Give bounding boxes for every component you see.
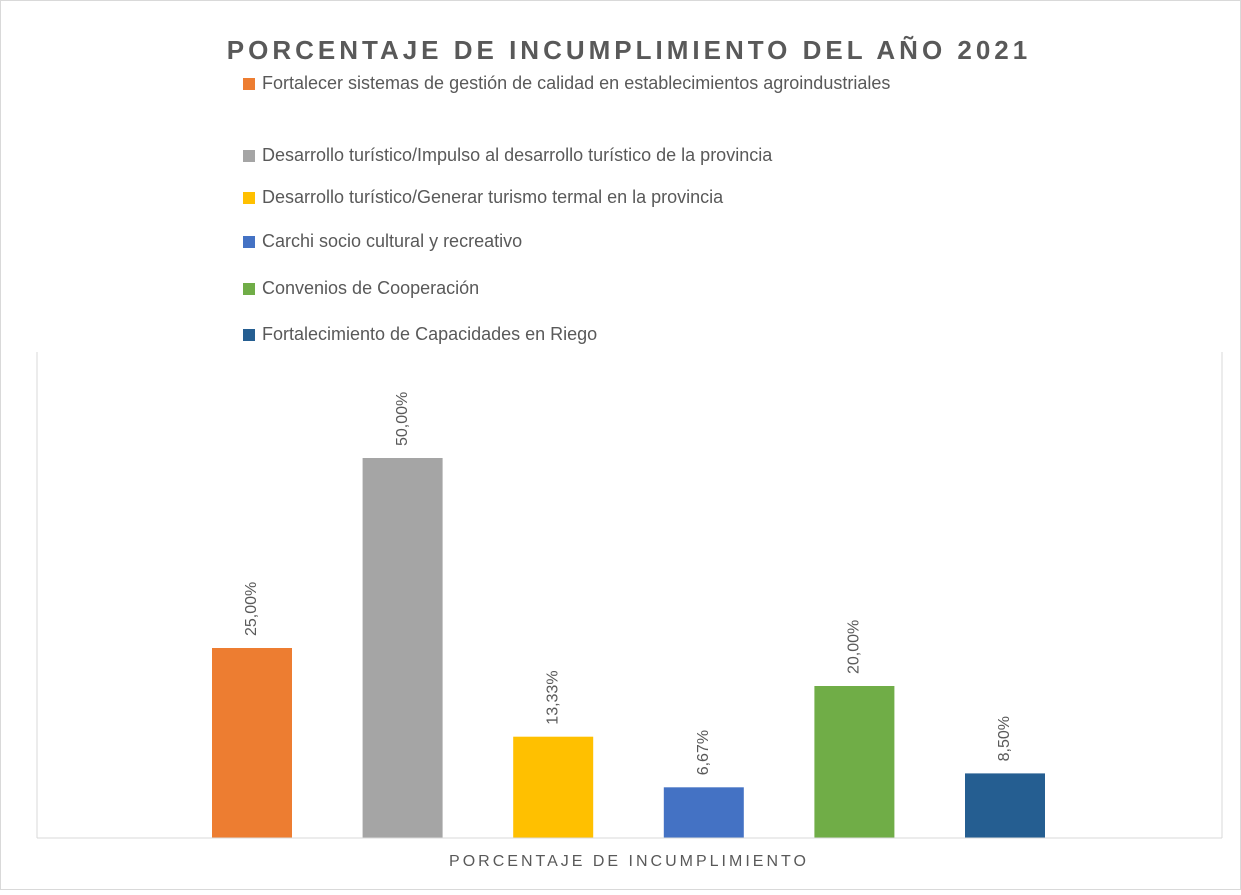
bar: [663, 787, 744, 838]
data-label: 25,00%: [243, 582, 260, 636]
legend-swatch: [243, 283, 255, 295]
legend-label: Carchi socio cultural y recreativo: [262, 231, 522, 251]
legend-swatch: [243, 329, 255, 341]
bar: [965, 773, 1045, 838]
bar: [362, 458, 443, 838]
legend-label: Desarrollo turístico/Generar turismo ter…: [262, 187, 724, 207]
data-label: 50,00%: [394, 392, 411, 446]
bar: [814, 686, 895, 838]
chart-title: PORCENTAJE DE INCUMPLIMIENTO DEL AÑO 202…: [227, 35, 1031, 65]
legend-swatch: [243, 150, 255, 162]
bar: [212, 648, 292, 838]
legend-label: Fortalecimiento de Capacidades en Riego: [262, 324, 597, 344]
legend-swatch: [243, 236, 255, 248]
data-label: 20,00%: [846, 620, 863, 674]
x-axis-label: PORCENTAJE DE INCUMPLIMIENTO: [449, 853, 809, 870]
legend-swatch: [243, 192, 255, 204]
legend-label: Fortalecer sistemas de gestión de calida…: [262, 73, 890, 93]
legend-label: Desarrollo turístico/Impulso al desarrol…: [262, 145, 773, 165]
legend-label: Convenios de Cooperación: [262, 278, 479, 298]
legend-swatch: [243, 78, 255, 90]
data-label: 8,50%: [996, 716, 1013, 761]
data-label: 13,33%: [544, 670, 561, 724]
data-label: 6,67%: [695, 730, 712, 775]
bar: [513, 736, 594, 838]
